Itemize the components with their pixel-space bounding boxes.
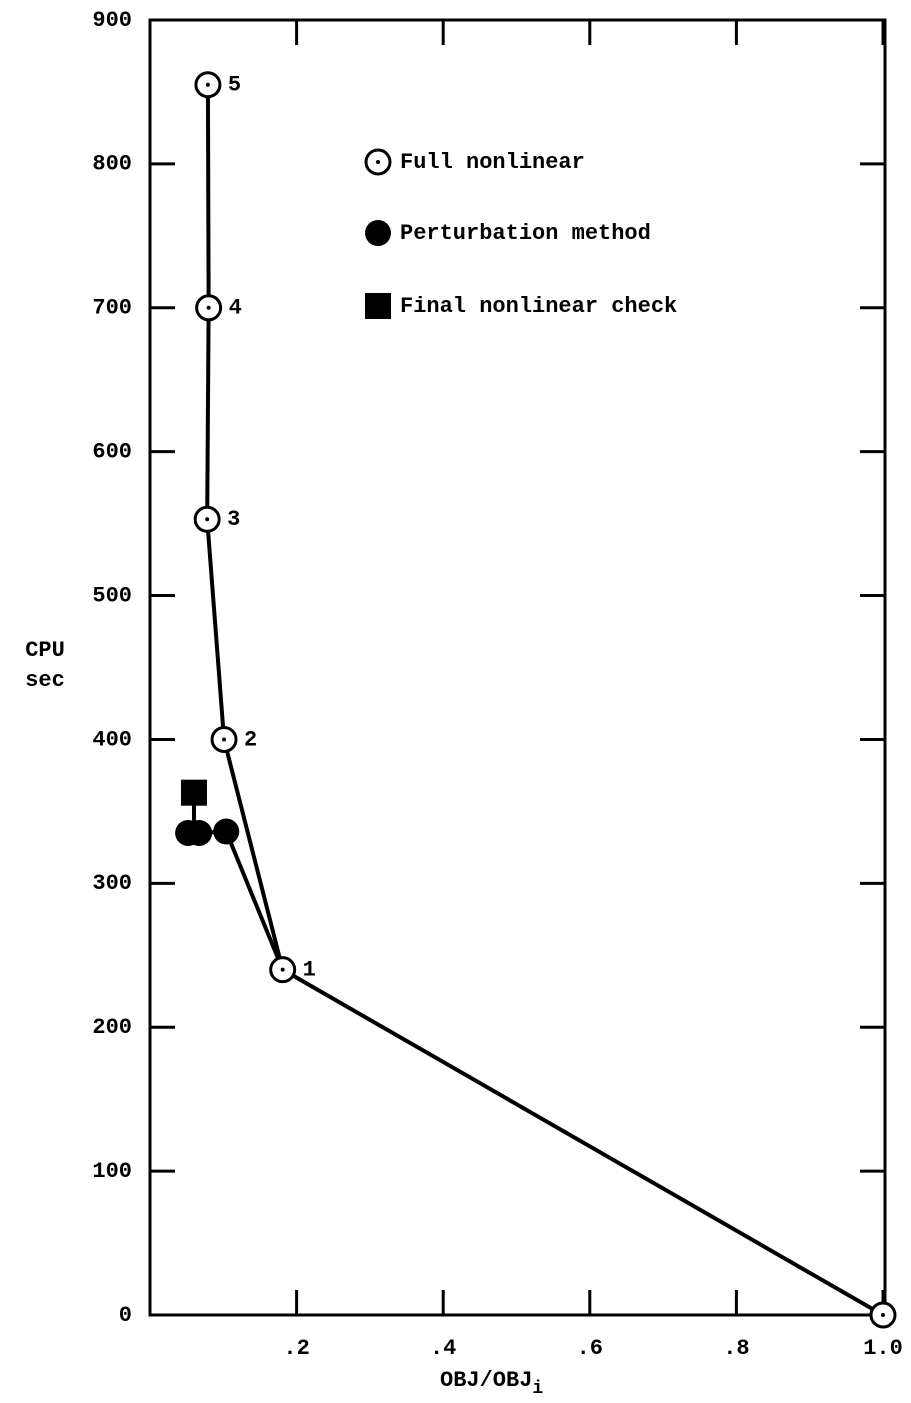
y-tick-label: 800: [92, 152, 132, 177]
point-center: [280, 967, 285, 972]
point-label: 1: [303, 957, 316, 982]
legend-marker-center: [376, 160, 380, 164]
legend-label: Perturbation method: [400, 221, 651, 246]
point-center: [222, 737, 227, 742]
point-center: [206, 305, 211, 310]
x-axis-label-main: OBJ/OBJ: [440, 1368, 532, 1393]
point: [175, 819, 202, 846]
point-label: 5: [228, 73, 241, 98]
y-tick-label: 900: [92, 8, 132, 33]
y-axis-label: CPU sec: [25, 638, 65, 693]
x-tick-label: .2: [283, 1336, 309, 1361]
legend-label: Final nonlinear check: [400, 294, 677, 319]
point-center: [205, 517, 210, 522]
x-axis-label: OBJ/OBJi: [440, 1368, 543, 1399]
y-tick-label: 700: [92, 296, 132, 321]
connector: [224, 830, 285, 971]
point-label: 3: [227, 507, 240, 532]
y-tick-label: 200: [92, 1015, 132, 1040]
point-label: 2: [244, 727, 257, 752]
y-tick-label: 0: [119, 1303, 132, 1328]
y-tick-label: 600: [92, 439, 132, 464]
legend-label: Full nonlinear: [400, 150, 585, 175]
y-tick-label: 500: [92, 583, 132, 608]
x-tick-label: .4: [430, 1336, 456, 1361]
y-tick-label: 400: [92, 727, 132, 752]
plot-frame: [148, 18, 887, 1317]
x-axis-label-subscript: i: [532, 1379, 543, 1399]
y-tick-label: 100: [92, 1159, 132, 1184]
series-line: [205, 84, 884, 1317]
legend-marker: [365, 220, 391, 246]
y-tick-label: 300: [92, 871, 132, 896]
point: [213, 818, 240, 845]
x-tick-label: 1.0: [863, 1336, 903, 1361]
point-label: 4: [229, 296, 242, 321]
point-center: [881, 1313, 885, 1317]
point-center: [205, 82, 210, 87]
x-tick-label: .8: [723, 1336, 749, 1361]
legend-marker: [365, 293, 391, 319]
point: [180, 779, 207, 806]
x-tick-label: .6: [577, 1336, 603, 1361]
